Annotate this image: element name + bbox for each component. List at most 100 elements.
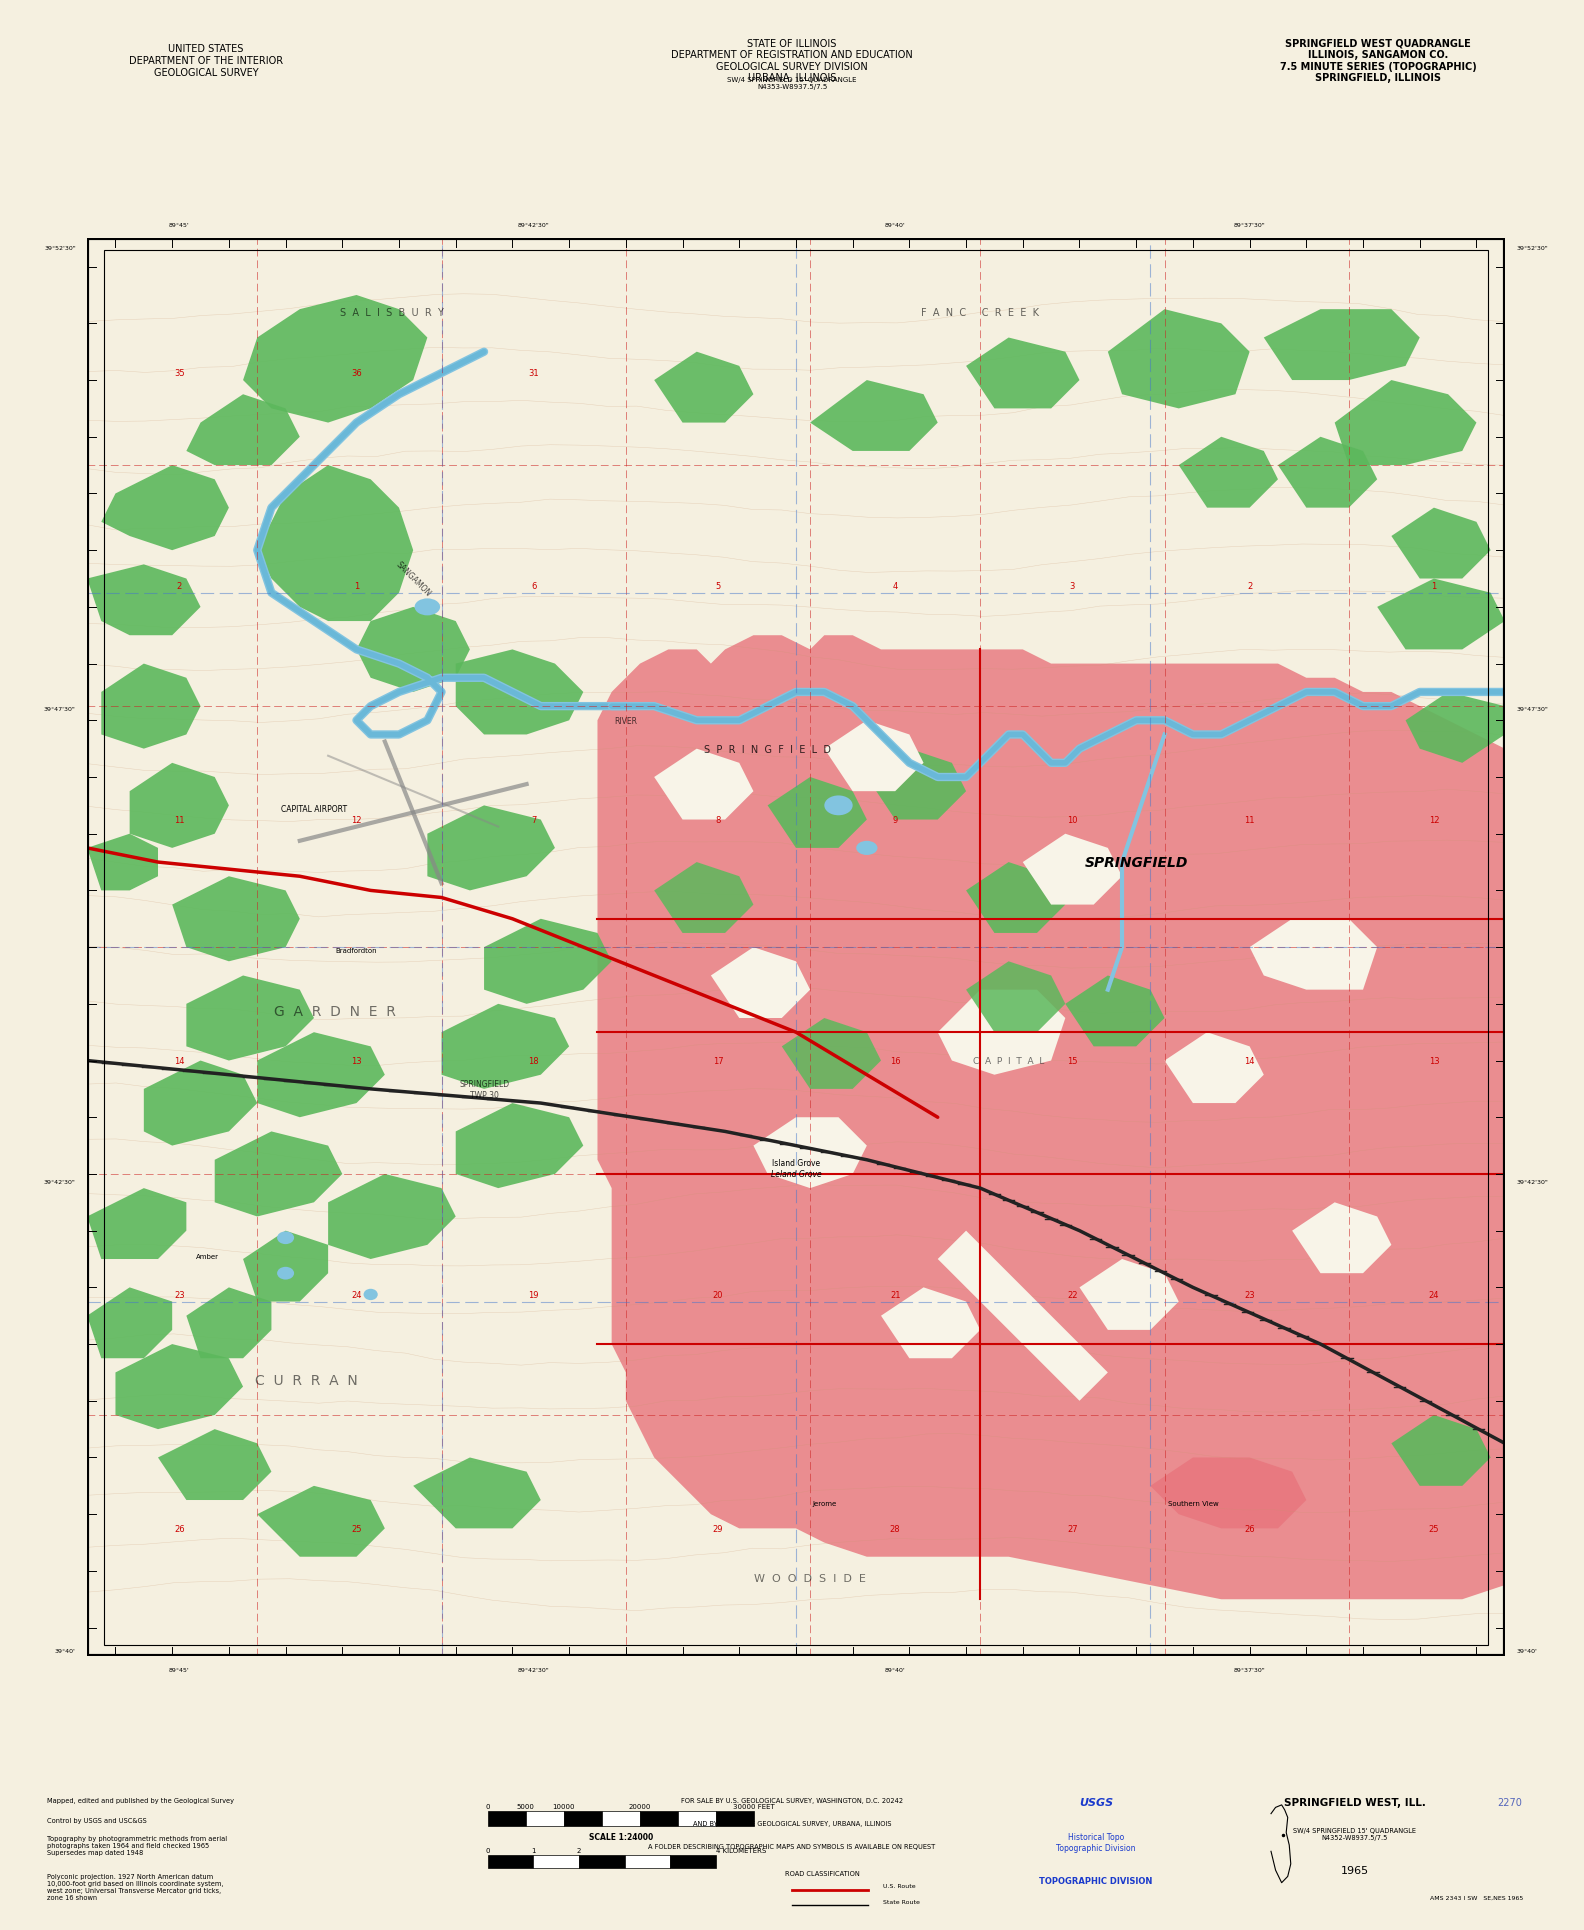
Polygon shape xyxy=(328,1173,456,1260)
Text: Southern View: Southern View xyxy=(1167,1500,1218,1505)
Text: CAPITAL AIRPORT: CAPITAL AIRPORT xyxy=(280,805,347,813)
Text: SW/4 SPRINGFIELD 15' QUADRANGLE
N4353-W8937.5/7.5: SW/4 SPRINGFIELD 15' QUADRANGLE N4353-W8… xyxy=(727,77,857,91)
Text: 8: 8 xyxy=(716,816,721,824)
Polygon shape xyxy=(1080,1260,1178,1330)
Polygon shape xyxy=(356,608,470,693)
Text: 13: 13 xyxy=(352,1056,361,1065)
Text: 21: 21 xyxy=(890,1291,900,1299)
Text: 1: 1 xyxy=(531,1847,535,1853)
Text: 89°45': 89°45' xyxy=(169,222,190,228)
Text: 27: 27 xyxy=(1068,1525,1077,1532)
Text: 12: 12 xyxy=(352,816,361,824)
Polygon shape xyxy=(187,977,314,1062)
Text: 23: 23 xyxy=(174,1291,185,1299)
Bar xyxy=(624,1855,670,1868)
Text: 39°52'30": 39°52'30" xyxy=(44,247,76,251)
Text: 1: 1 xyxy=(1432,581,1437,591)
Polygon shape xyxy=(242,295,428,423)
Polygon shape xyxy=(87,565,201,635)
Polygon shape xyxy=(87,1287,173,1359)
Text: State Route: State Route xyxy=(884,1899,920,1905)
Polygon shape xyxy=(881,1287,980,1359)
Text: 39°47'30": 39°47'30" xyxy=(1516,706,1548,712)
Polygon shape xyxy=(1264,311,1419,380)
Polygon shape xyxy=(257,1033,385,1117)
Polygon shape xyxy=(1107,311,1250,409)
Text: Leland Grove: Leland Grove xyxy=(770,1170,822,1179)
Text: 3: 3 xyxy=(1069,581,1076,591)
Text: 39°42'30": 39°42'30" xyxy=(44,1179,76,1183)
Polygon shape xyxy=(442,1004,569,1089)
Text: 89°40': 89°40' xyxy=(885,1668,906,1673)
Ellipse shape xyxy=(857,841,878,855)
Text: 22: 22 xyxy=(1068,1291,1077,1299)
Text: Historical Topo
Topographic Division: Historical Topo Topographic Division xyxy=(1057,1834,1136,1853)
Text: Control by USGS and USC&GS: Control by USGS and USC&GS xyxy=(48,1818,147,1824)
Polygon shape xyxy=(654,749,754,820)
Polygon shape xyxy=(711,948,809,1019)
Text: 0: 0 xyxy=(486,1847,489,1853)
Polygon shape xyxy=(242,1231,328,1303)
Polygon shape xyxy=(782,1019,881,1089)
Text: 39°40': 39°40' xyxy=(1516,1648,1536,1654)
Text: U.S. Route: U.S. Route xyxy=(884,1884,916,1888)
Text: UNITED STATES
DEPARTMENT OF THE INTERIOR
GEOLOGICAL SURVEY: UNITED STATES DEPARTMENT OF THE INTERIOR… xyxy=(128,44,284,77)
Text: 14: 14 xyxy=(1245,1056,1255,1065)
Text: 35: 35 xyxy=(174,369,185,378)
Polygon shape xyxy=(1391,508,1491,579)
Text: 39°40': 39°40' xyxy=(55,1648,76,1654)
Text: 89°42'30": 89°42'30" xyxy=(518,1668,550,1673)
Polygon shape xyxy=(966,961,1066,1033)
Text: SW/4 SPRINGFIELD 15' QUADRANGLE
N4352-W8937.5/7.5: SW/4 SPRINGFIELD 15' QUADRANGLE N4352-W8… xyxy=(1293,1828,1416,1841)
Polygon shape xyxy=(456,1104,583,1189)
Bar xyxy=(716,1810,754,1826)
Text: 29: 29 xyxy=(713,1525,724,1532)
Polygon shape xyxy=(1293,1202,1391,1274)
Ellipse shape xyxy=(277,1268,295,1280)
Text: 31: 31 xyxy=(529,369,539,378)
Polygon shape xyxy=(485,919,611,1004)
Text: 39°52'30": 39°52'30" xyxy=(1516,247,1548,251)
Polygon shape xyxy=(187,1287,271,1359)
Text: 39°47'30": 39°47'30" xyxy=(44,706,76,712)
Ellipse shape xyxy=(364,1289,377,1301)
Polygon shape xyxy=(966,863,1066,934)
Text: Island Grove: Island Grove xyxy=(771,1158,821,1168)
Bar xyxy=(640,1810,678,1826)
Text: 12: 12 xyxy=(1429,816,1440,824)
Text: 25: 25 xyxy=(352,1525,361,1532)
Polygon shape xyxy=(87,834,158,892)
Polygon shape xyxy=(413,1457,540,1529)
Polygon shape xyxy=(173,876,299,961)
Bar xyxy=(580,1855,624,1868)
Text: 36: 36 xyxy=(352,369,361,378)
Text: 30000 FEET: 30000 FEET xyxy=(733,1803,775,1808)
Text: 39°42'30": 39°42'30" xyxy=(1516,1179,1548,1183)
Text: USGS: USGS xyxy=(1079,1797,1114,1806)
Text: 1: 1 xyxy=(353,581,360,591)
Text: 20000: 20000 xyxy=(629,1803,651,1808)
Text: 4 KILOMETERS: 4 KILOMETERS xyxy=(716,1847,767,1853)
Text: 24: 24 xyxy=(1429,1291,1440,1299)
Text: 89°45': 89°45' xyxy=(169,1668,190,1673)
Text: Amber: Amber xyxy=(196,1253,219,1260)
Text: 24: 24 xyxy=(352,1291,361,1299)
Text: SANGAMON: SANGAMON xyxy=(394,560,432,598)
Text: AND BY THE STATE GEOLOGICAL SURVEY, URBANA, ILLINOIS: AND BY THE STATE GEOLOGICAL SURVEY, URBA… xyxy=(692,1820,892,1826)
Text: 26: 26 xyxy=(1245,1525,1255,1532)
Text: 2: 2 xyxy=(1247,581,1253,591)
Text: ROAD CLASSIFICATION: ROAD CLASSIFICATION xyxy=(786,1870,860,1876)
Polygon shape xyxy=(1066,977,1164,1046)
Polygon shape xyxy=(456,650,583,735)
Ellipse shape xyxy=(824,795,852,816)
Polygon shape xyxy=(754,1117,866,1189)
Text: S  A  L  I  S  B  U  R  Y: S A L I S B U R Y xyxy=(341,309,444,318)
Text: SCALE 1:24000: SCALE 1:24000 xyxy=(589,1834,653,1841)
Polygon shape xyxy=(116,1345,242,1430)
Text: 0: 0 xyxy=(486,1803,489,1808)
Text: 89°40': 89°40' xyxy=(885,222,906,228)
Text: 11: 11 xyxy=(174,816,184,824)
Polygon shape xyxy=(654,353,754,423)
Text: F  A  N  C     C  R  E  E  K: F A N C C R E E K xyxy=(922,309,1039,318)
Text: 10000: 10000 xyxy=(553,1803,575,1808)
